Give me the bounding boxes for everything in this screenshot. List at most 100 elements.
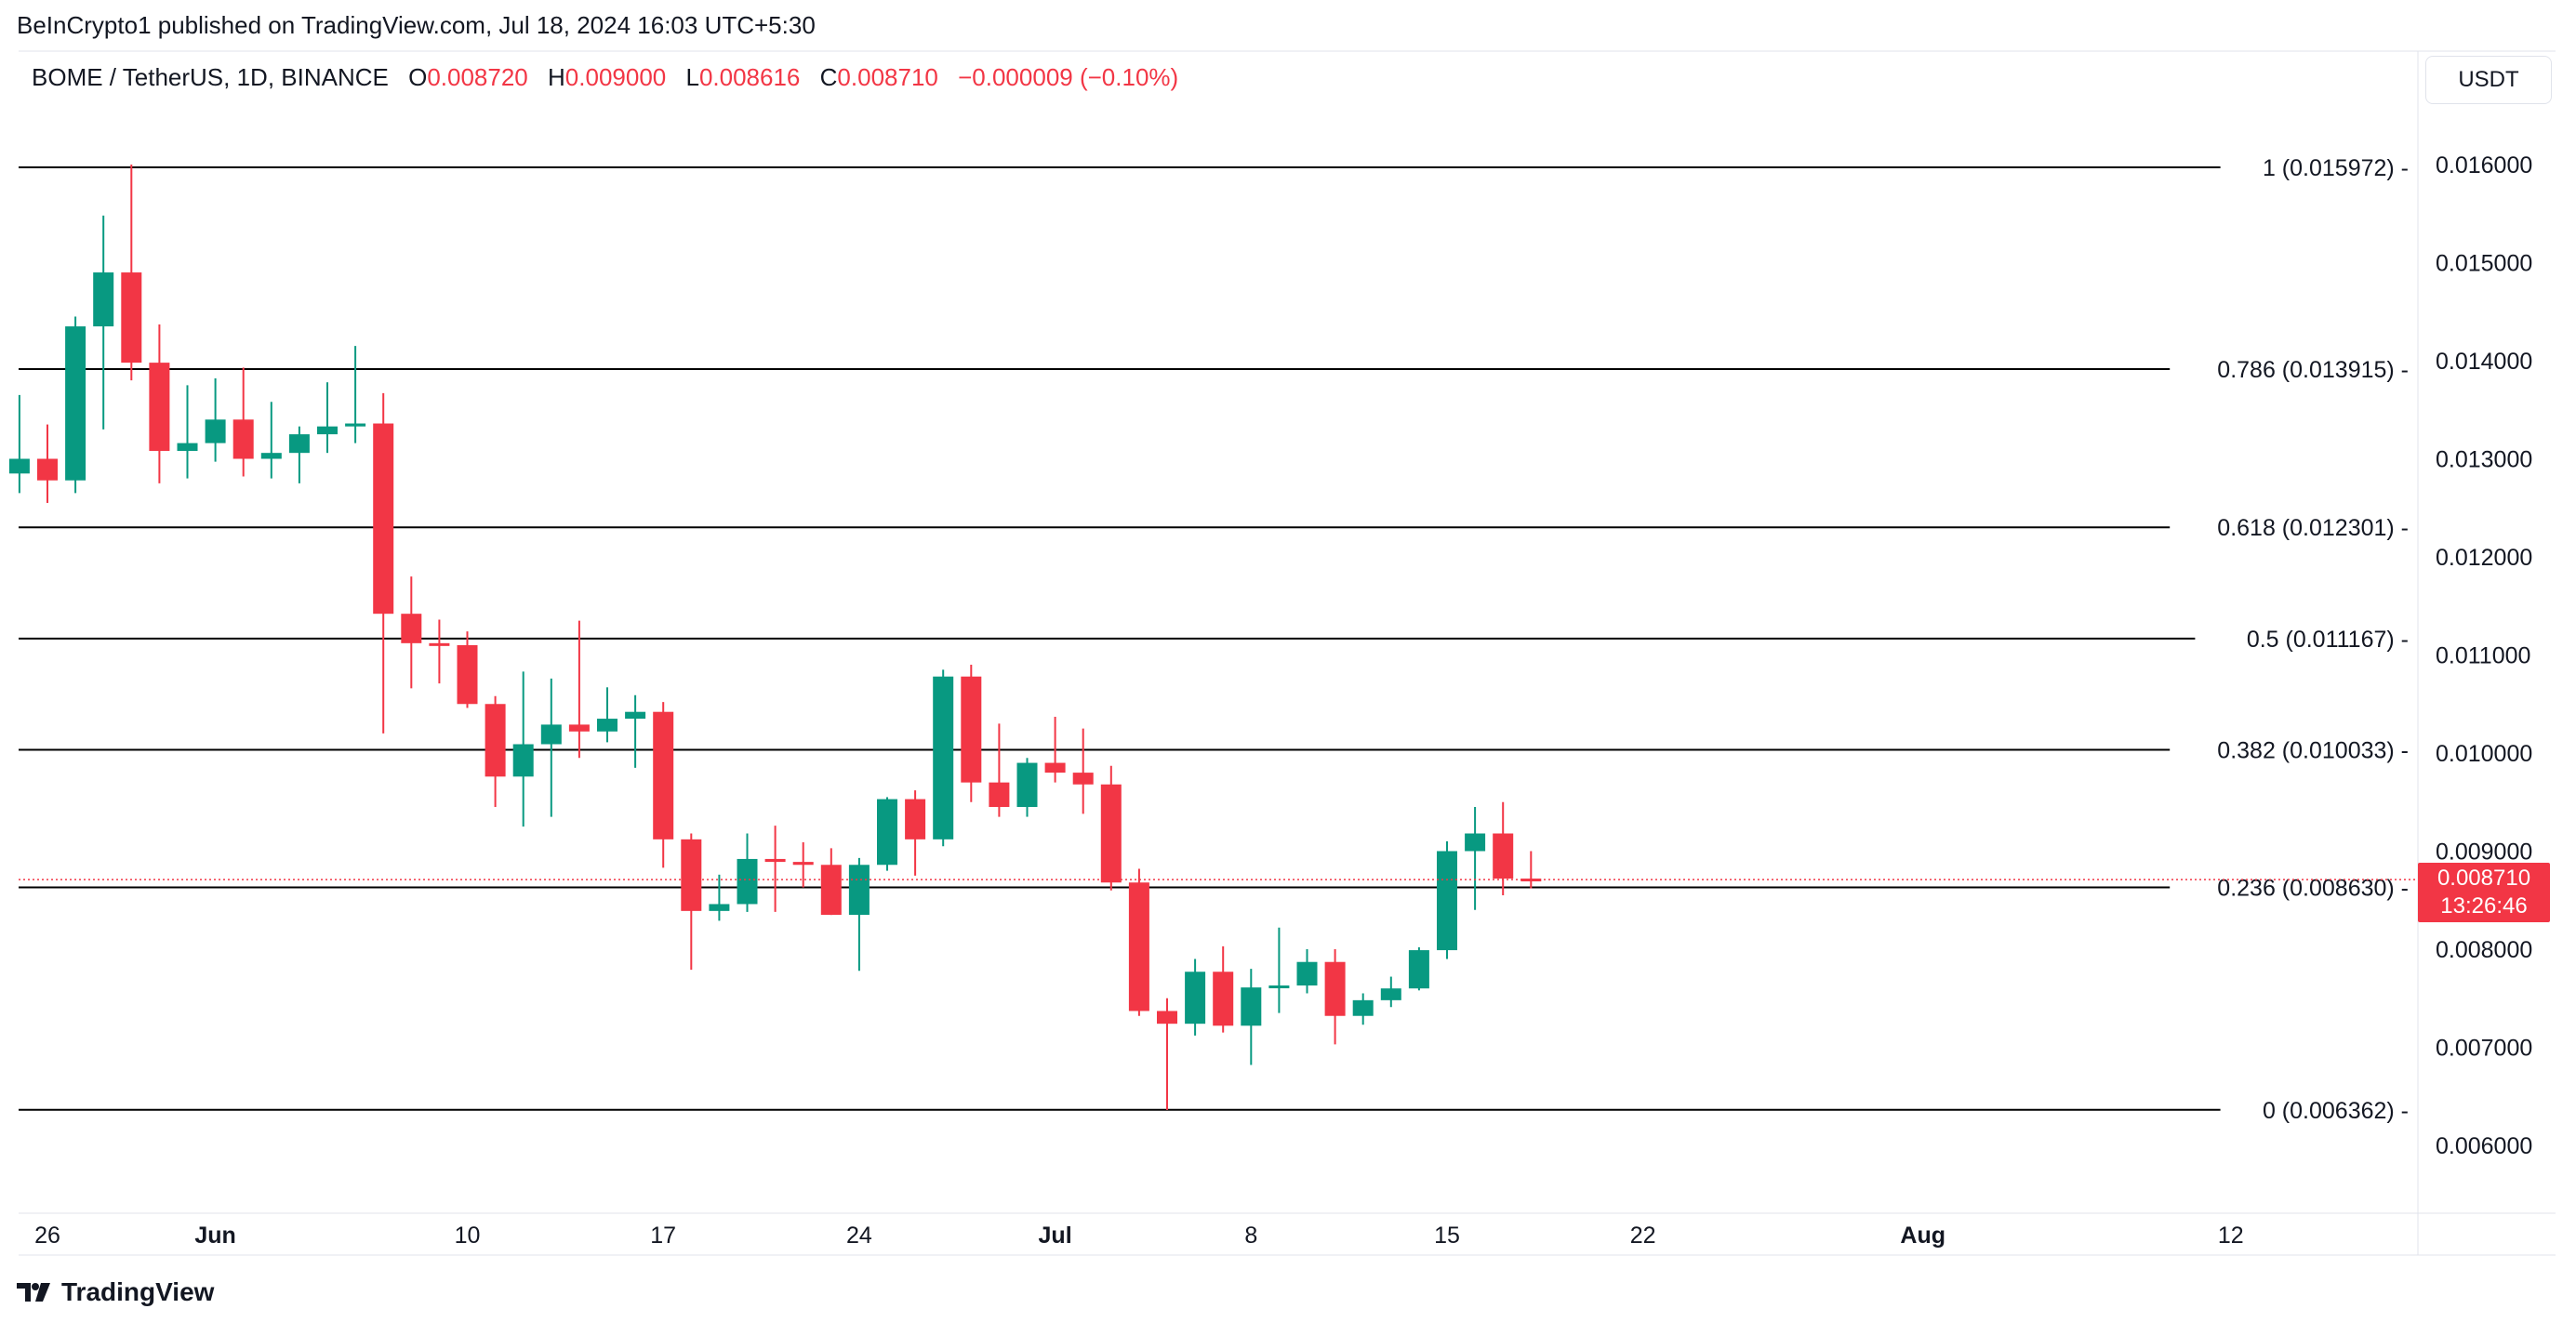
candle-body [933,676,954,839]
candle[interactable] [1352,993,1374,1025]
candle[interactable] [288,426,310,483]
candle-body [1016,762,1038,808]
candle[interactable] [1268,927,1290,1013]
candle[interactable] [1185,958,1206,1036]
candle[interactable] [625,694,646,768]
candle[interactable] [1380,976,1401,1008]
candle-body [65,326,86,481]
price-tick-label: 0.012000 [2436,545,2532,571]
candle-body [401,614,422,643]
candle[interactable] [429,619,450,684]
candle[interactable] [961,665,982,802]
candle-body [37,458,58,481]
candle[interactable] [177,385,198,479]
candle[interactable] [485,695,506,808]
candle[interactable] [345,346,366,443]
candle[interactable] [1100,765,1122,891]
candle[interactable] [877,797,897,871]
candle[interactable] [121,165,142,381]
candle-body [457,644,478,705]
candle[interactable] [401,576,422,689]
candle[interactable] [653,702,674,868]
candle[interactable] [820,848,842,916]
price-tick-label: 0.015000 [2436,251,2532,277]
price-tick-label: 0.013000 [2436,447,2532,473]
candle[interactable] [709,874,730,921]
candle[interactable] [1296,949,1318,994]
candle-body [345,423,366,427]
candle-body [429,642,450,646]
tradingview-logo-icon [17,1283,50,1302]
candle[interactable] [37,424,58,503]
candle[interactable] [260,402,282,479]
candle[interactable] [597,687,617,743]
candle[interactable] [1408,946,1429,991]
candle-body [989,782,1010,808]
fib-level-label: 0.382 (0.010033) - [2217,738,2409,764]
candle[interactable] [1157,998,1177,1111]
candle[interactable] [568,620,590,759]
candle[interactable] [792,842,814,888]
candle-body [764,858,786,863]
candle-body [792,862,814,866]
candle[interactable] [989,723,1010,817]
candle[interactable] [1128,868,1149,1016]
candle-body [877,799,897,866]
price-tick-label: 0.016000 [2436,152,2532,178]
candle[interactable] [1324,949,1346,1045]
close-value: 0.008710 [837,63,938,91]
candle[interactable] [1016,758,1038,817]
candle-body [1324,961,1346,1016]
candle-body [1241,987,1262,1026]
candle[interactable] [93,215,114,430]
time-tick-label: 26 [34,1223,60,1249]
time-axis: 26 Jun 10 17 24 Jul 8 15 22 Aug 12 [34,1223,2244,1249]
candle[interactable] [905,790,926,876]
candle[interactable] [373,392,394,734]
candle[interactable] [65,316,86,494]
candle[interactable] [1241,969,1262,1065]
candle[interactable] [1520,851,1542,889]
candle[interactable] [232,367,254,477]
candle[interactable] [457,631,478,708]
candle[interactable] [1072,728,1094,814]
candle-body [597,719,617,732]
candle-body [1072,773,1094,785]
candle[interactable] [205,377,226,462]
candle[interactable] [1493,801,1514,895]
candle-body [1044,762,1066,773]
candle[interactable] [512,671,534,827]
symbol-legend: BOME / TetherUS, 1D, BINANCE O0.008720 H… [32,63,1178,92]
candle-body [8,458,30,474]
candle[interactable] [1465,807,1486,910]
candle[interactable] [1044,716,1066,783]
candle-body [1493,833,1514,879]
candle-body [961,676,982,783]
tradingview-logo-text: TradingView [61,1277,215,1306]
candle-body [1465,833,1486,852]
candle[interactable] [764,826,786,912]
candle[interactable] [933,669,954,847]
high-value: 0.009000 [564,63,667,91]
fib-level-label: 0.786 (0.013915) - [2217,357,2409,383]
candle[interactable] [8,394,30,494]
high-label: H [548,63,565,91]
low-label: L [685,63,699,91]
candle-body [288,434,310,454]
candle-body [1185,972,1206,1025]
candle[interactable] [540,678,562,817]
bar-countdown: 13:26:46 [2440,893,2528,919]
fib-level-label: 0.618 (0.012301) - [2217,515,2409,541]
candle[interactable] [848,857,870,972]
candle[interactable] [681,833,702,971]
candle[interactable] [317,382,338,454]
currency-button[interactable]: USDT [2425,56,2552,104]
tradingview-logo[interactable]: TradingView [17,1276,214,1309]
candle[interactable] [737,833,758,912]
candle[interactable] [149,324,170,483]
candle[interactable] [1437,840,1457,959]
candle[interactable] [1213,945,1234,1033]
candle-body [1213,972,1234,1026]
candle-body [149,363,170,452]
